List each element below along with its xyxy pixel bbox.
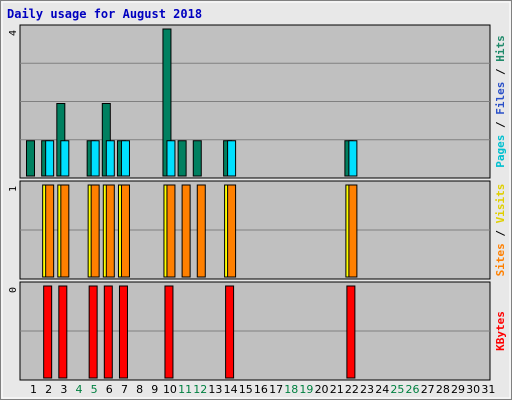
legend-part: / — [494, 115, 507, 135]
bar-sites-day-14 — [227, 184, 237, 278]
bar-pages-day-6 — [105, 140, 115, 177]
bar-pages-day-2 — [45, 140, 55, 177]
bar-kbytes-day-2 — [43, 285, 53, 379]
bar-sites-day-2 — [45, 184, 55, 278]
bar-sites-day-12 — [196, 184, 206, 278]
panel-legend-label: Sites / Visits — [494, 184, 507, 277]
x-tick-label-day-26: 26 — [406, 383, 420, 396]
x-tick-label-day-24: 24 — [375, 383, 389, 396]
x-tick-label-day-14: 14 — [224, 383, 238, 396]
x-axis-tick-labels: 1 2 3 4 5 6 7 8 9 10 11 12 13 14 15 16 17 18 19 20 21 22 23 24 2… — [30, 383, 495, 396]
bar-sites-day-10 — [166, 184, 176, 278]
x-tick-label-day-27: 27 — [421, 383, 435, 396]
x-tick-label-day-28: 28 — [436, 383, 450, 396]
chart-title: Daily usage for August 2018 — [7, 7, 202, 21]
x-tick-label-day-2: 2 — [45, 383, 52, 396]
legend-part: / — [494, 62, 507, 82]
bar-pages-day-22 — [348, 140, 358, 177]
bar-sites-day-6 — [105, 184, 115, 278]
bar-pages-day-3 — [60, 140, 70, 177]
legend-part: KBytes — [494, 311, 507, 351]
panel-bottom: 0 KBytes — [8, 281, 507, 381]
x-tick-label-day-12: 12 — [193, 383, 207, 396]
panel-max-label: 0 — [8, 287, 19, 293]
legend-part: Files — [494, 82, 507, 115]
x-tick-label-day-20: 20 — [315, 383, 329, 396]
x-tick-label-day-3: 3 — [60, 383, 67, 396]
panel-max-label: 1 — [8, 186, 19, 192]
bar-kbytes-day-10 — [164, 285, 174, 379]
panel-max-label: 4 — [8, 30, 19, 36]
bar-kbytes-day-22 — [346, 285, 356, 379]
bar-hits-day-11 — [177, 140, 187, 177]
x-tick-label-day-31: 31 — [481, 383, 495, 396]
bar-kbytes-day-7 — [118, 285, 128, 379]
x-tick-label-day-10: 10 — [163, 383, 177, 396]
x-tick-label-day-15: 15 — [239, 383, 253, 396]
x-tick-label-day-5: 5 — [91, 383, 98, 396]
bar-hits-day-12 — [192, 140, 202, 177]
bar-sites-day-7 — [120, 184, 130, 278]
x-tick-label-day-19: 19 — [299, 383, 313, 396]
bar-kbytes-day-5 — [88, 285, 98, 379]
x-tick-label-day-6: 6 — [106, 383, 113, 396]
bar-kbytes-day-14 — [225, 285, 235, 379]
bar-sites-day-11 — [181, 184, 191, 278]
bar-pages-day-5 — [90, 140, 100, 177]
panel-legend-label: KBytes — [494, 311, 507, 351]
chart-panels: 4 Pages / Files / Hits 1 Sites / Visits 0 KBy… — [8, 24, 507, 381]
legend-part: Sites — [494, 243, 507, 276]
legend-part: Visits — [494, 184, 507, 224]
x-tick-label-day-7: 7 — [121, 383, 128, 396]
x-tick-label-day-1: 1 — [30, 383, 37, 396]
panel-legend-label: Pages / Files / Hits — [494, 35, 507, 168]
bar-sites-day-3 — [60, 184, 70, 278]
bar-hits-day-1 — [26, 140, 35, 177]
bar-kbytes-day-6 — [103, 285, 113, 379]
bar-pages-day-7 — [120, 140, 130, 177]
panel-top: 4 Pages / Files / Hits — [8, 24, 507, 179]
x-tick-label-day-13: 13 — [208, 383, 222, 396]
x-tick-label-day-30: 30 — [466, 383, 480, 396]
x-tick-label-day-9: 9 — [151, 383, 158, 396]
bar-pages-day-14 — [227, 140, 237, 177]
x-tick-label-day-17: 17 — [269, 383, 283, 396]
x-tick-label-day-8: 8 — [136, 383, 143, 396]
x-tick-label-day-4: 4 — [75, 383, 82, 396]
bar-sites-day-5 — [90, 184, 100, 278]
x-tick-label-day-25: 25 — [390, 383, 404, 396]
x-tick-label-day-11: 11 — [178, 383, 192, 396]
legend-part: / — [494, 223, 507, 243]
legend-part: Pages — [494, 135, 507, 168]
x-tick-label-day-16: 16 — [254, 383, 268, 396]
x-tick-label-day-18: 18 — [284, 383, 298, 396]
panel-middle: 1 Sites / Visits — [8, 180, 507, 280]
legend-part: Hits — [494, 35, 507, 62]
bar-sites-day-22 — [348, 184, 358, 278]
x-tick-label-day-29: 29 — [451, 383, 465, 396]
x-tick-label-day-21: 21 — [330, 383, 344, 396]
x-tick-label-day-23: 23 — [360, 383, 374, 396]
bar-pages-day-10 — [166, 140, 176, 177]
x-tick-label-day-22: 22 — [345, 383, 359, 396]
bar-kbytes-day-3 — [58, 285, 68, 379]
